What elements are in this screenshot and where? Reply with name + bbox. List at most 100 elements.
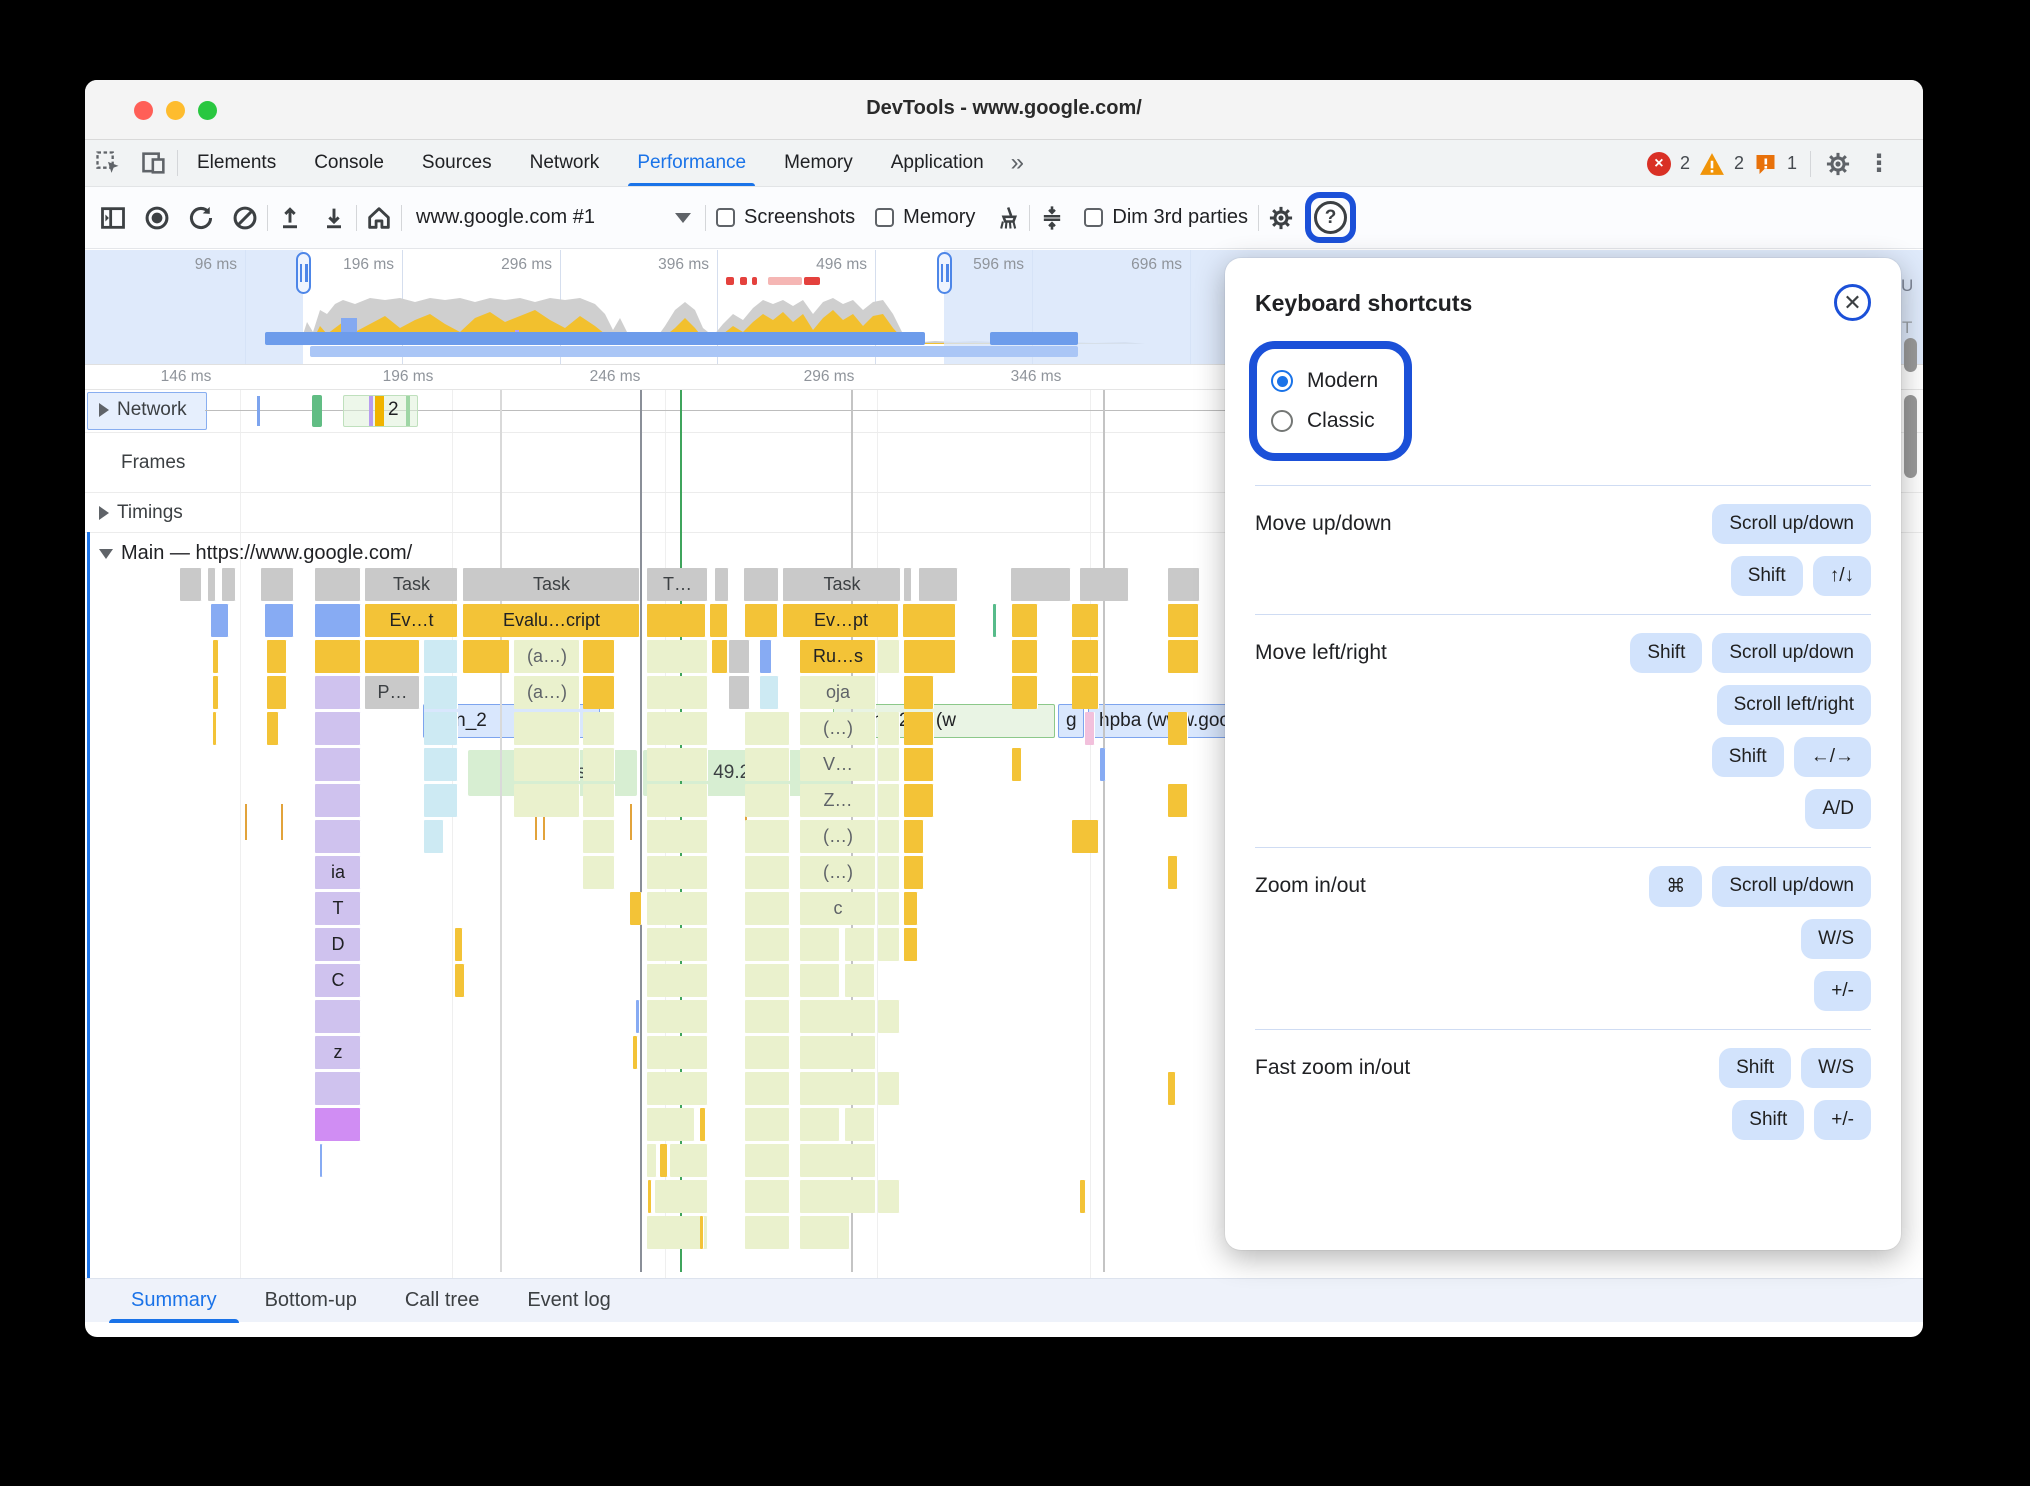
flame-event[interactable] (745, 1180, 790, 1213)
flame-event[interactable] (878, 784, 900, 817)
flame-event[interactable] (800, 1108, 840, 1141)
flame-event[interactable] (904, 892, 918, 925)
error-icon[interactable]: × (1646, 151, 1671, 176)
flame-event[interactable] (1072, 604, 1099, 637)
flame-event[interactable] (904, 856, 924, 889)
flame-event[interactable] (514, 712, 580, 745)
flame-event-Z[interactable]: Z… (800, 784, 876, 817)
flame-event-oja[interactable]: oja (800, 676, 876, 709)
flame-event[interactable] (1011, 568, 1071, 601)
dim-3rd-parties-checkbox[interactable] (1084, 208, 1104, 227)
flame-event[interactable] (211, 604, 229, 637)
flame-event[interactable] (208, 568, 216, 601)
expand-triangle-icon[interactable] (99, 506, 109, 520)
flame-event[interactable] (745, 712, 790, 745)
flame-event[interactable] (583, 712, 615, 745)
flame-event-D[interactable]: D (315, 928, 361, 961)
flame-event[interactable] (315, 604, 361, 637)
flame-event[interactable] (745, 784, 790, 817)
flame-event[interactable] (800, 1180, 876, 1213)
flame-event[interactable] (1168, 1072, 1176, 1105)
flame-event-c[interactable]: c (800, 892, 876, 925)
flame-event[interactable] (1012, 748, 1022, 781)
classic-option-row[interactable]: Classic (1271, 401, 1378, 441)
flame-event[interactable] (878, 748, 900, 781)
flame-event[interactable] (904, 928, 918, 961)
flame-event[interactable] (878, 1072, 900, 1105)
main-track-label[interactable]: Main — https://www.google.com/ (99, 542, 412, 565)
flame-event[interactable] (315, 748, 361, 781)
close-dialog-button[interactable]: ✕ (1834, 284, 1871, 321)
flame-event[interactable] (633, 1036, 638, 1069)
flame-event-V[interactable]: V… (800, 748, 876, 781)
collapse-triangle-icon[interactable] (99, 548, 113, 559)
timing-tick[interactable] (281, 804, 283, 840)
flame-event-Task[interactable]: Task (463, 568, 640, 601)
flame-event[interactable] (745, 1216, 790, 1249)
flame-event[interactable] (647, 1000, 708, 1033)
flame-event[interactable] (745, 1072, 790, 1105)
flame-event[interactable] (845, 964, 875, 997)
flame-event[interactable] (647, 964, 708, 997)
flame-event[interactable] (647, 784, 708, 817)
network-track-label[interactable]: Network (99, 399, 187, 421)
flame-event-Evalucript[interactable]: Evalu…cript (463, 604, 640, 637)
flame-event[interactable] (1012, 676, 1038, 709)
modern-option-row[interactable]: Modern (1271, 361, 1378, 401)
flame-event[interactable] (729, 676, 750, 709)
flame-event-a[interactable]: (a…) (514, 640, 580, 673)
flame-event[interactable] (315, 568, 361, 601)
flame-event[interactable] (1168, 568, 1200, 601)
flame-event[interactable] (647, 1072, 708, 1105)
flame-event[interactable] (1085, 712, 1095, 745)
flame-event[interactable] (670, 1144, 708, 1177)
timing-tick[interactable] (543, 804, 545, 840)
flame-event[interactable] (745, 1144, 790, 1177)
flame-event-[interactable]: (…) (800, 820, 876, 853)
flame-event[interactable] (1100, 748, 1106, 781)
error-count[interactable]: 2 (1679, 153, 1690, 173)
flame-event-a[interactable]: (a…) (514, 676, 580, 709)
performance-settings-button[interactable] (1259, 196, 1303, 240)
flame-event[interactable] (800, 1144, 876, 1177)
flame-event[interactable] (647, 856, 708, 889)
flame-event[interactable] (647, 928, 708, 961)
tab-console[interactable]: Console (314, 152, 384, 173)
minimize-window-button[interactable] (166, 101, 185, 120)
frames-track-label[interactable]: Frames (121, 452, 186, 473)
flame-event[interactable] (729, 640, 750, 673)
flame-event[interactable] (424, 676, 458, 709)
flame-event[interactable] (904, 640, 956, 673)
flame-event[interactable] (655, 1180, 708, 1213)
flame-event[interactable] (180, 568, 202, 601)
tab-memory[interactable]: Memory (784, 152, 853, 173)
flame-event[interactable] (583, 784, 615, 817)
record-and-reload-button[interactable] (179, 196, 223, 240)
flame-event[interactable] (647, 604, 706, 637)
flame-event[interactable] (315, 1072, 361, 1105)
flame-event[interactable] (315, 676, 361, 709)
flame-event[interactable] (213, 712, 217, 745)
flame-event[interactable] (904, 784, 934, 817)
flame-event[interactable] (315, 712, 361, 745)
flame-event[interactable] (583, 856, 615, 889)
flame-event[interactable] (760, 676, 779, 709)
flame-event[interactable] (878, 1000, 900, 1033)
flame-event[interactable] (630, 892, 642, 925)
flame-event[interactable] (1168, 856, 1178, 889)
flame-event[interactable] (800, 1036, 876, 1069)
modern-radio[interactable] (1271, 370, 1293, 392)
flame-event-T[interactable]: T (315, 892, 361, 925)
flame-event[interactable] (845, 1108, 875, 1141)
flame-event[interactable] (424, 748, 458, 781)
flame-event[interactable] (745, 1108, 790, 1141)
flame-event[interactable] (647, 1216, 708, 1249)
flame-event[interactable] (1168, 784, 1188, 817)
flame-event[interactable] (647, 1144, 657, 1177)
flame-event[interactable] (647, 748, 708, 781)
flame-event[interactable] (800, 1216, 850, 1249)
flame-event-Evt[interactable]: Ev…t (365, 604, 458, 637)
settings-gear-icon[interactable] (1824, 150, 1852, 178)
maximize-window-button[interactable] (198, 101, 217, 120)
flame-event[interactable] (745, 1036, 790, 1069)
